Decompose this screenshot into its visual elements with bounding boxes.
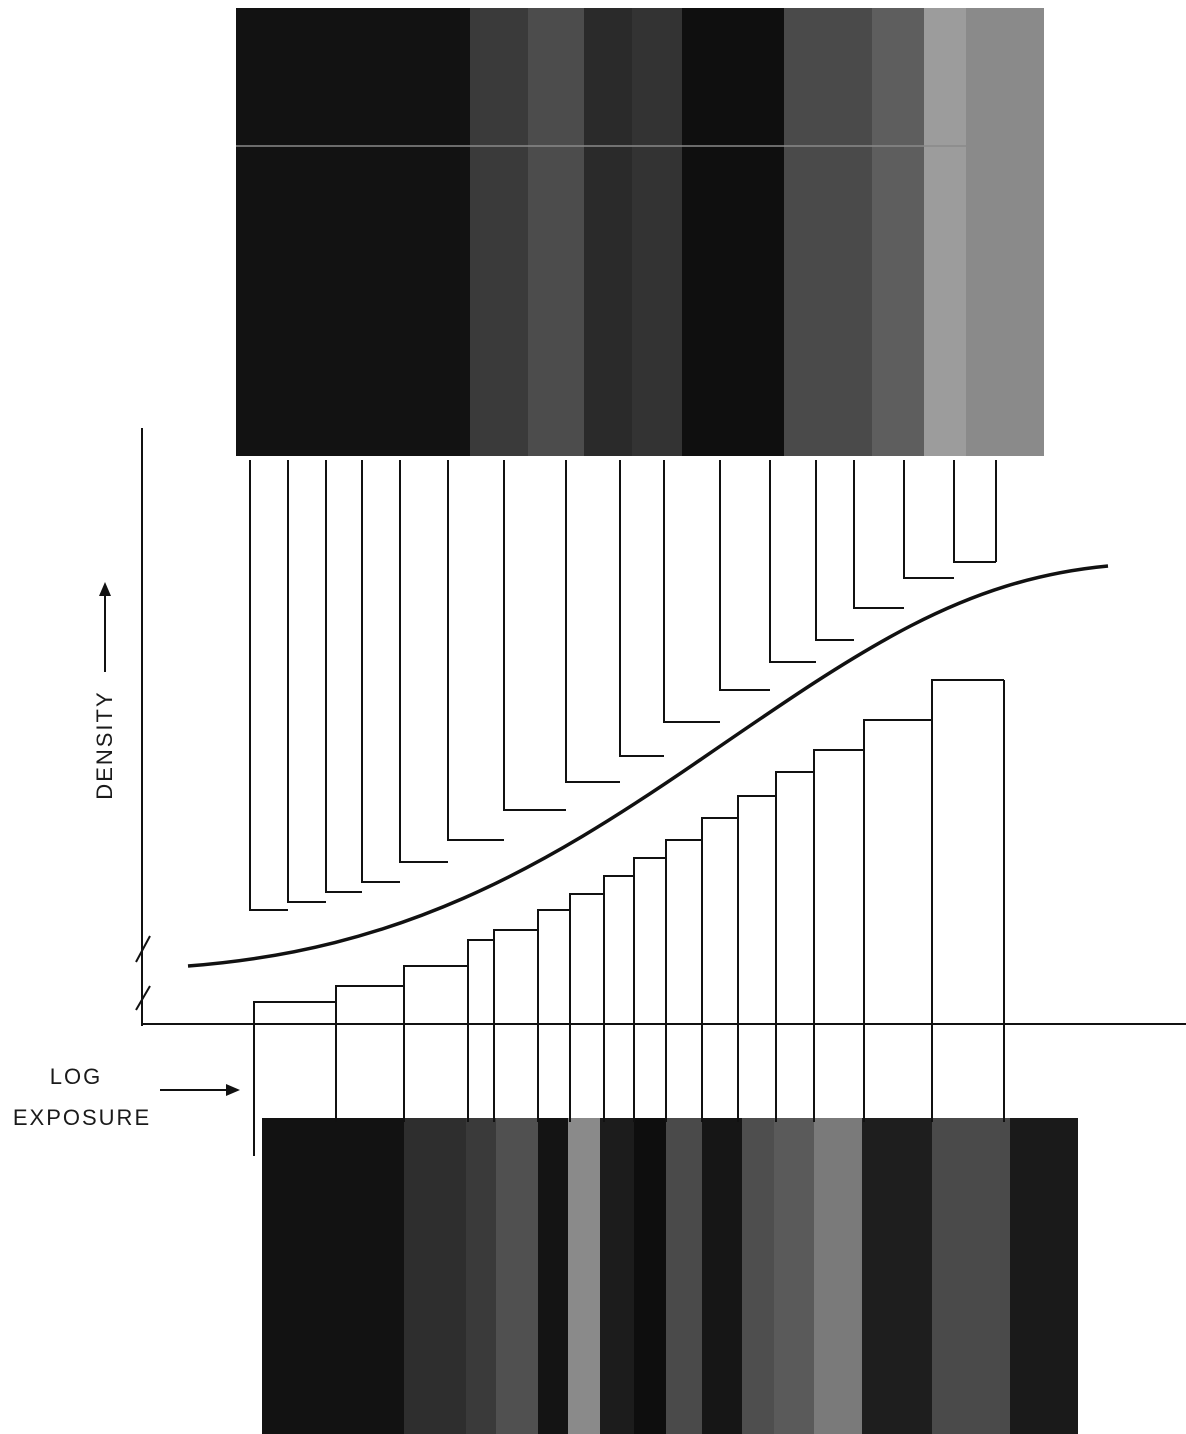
lower-step-bar (863, 719, 932, 1122)
top-photo-band (236, 8, 470, 456)
upper-step-bar (565, 460, 620, 783)
axis-break-mark (135, 985, 151, 1011)
bottom-photo-band (496, 1118, 538, 1434)
upper-step-bar (815, 460, 854, 641)
upper-step-bar (663, 460, 720, 723)
lower-step-bar (603, 875, 634, 1122)
top-photo-band (872, 8, 924, 456)
lower-step-bars (253, 679, 1005, 1156)
upper-step-bar (287, 460, 326, 903)
bottom-photo-band (666, 1118, 702, 1434)
bottom-photo-band (702, 1118, 742, 1434)
upper-step-bars (249, 460, 997, 911)
x-axis-arrow-head (226, 1084, 240, 1096)
upper-step-bar (325, 460, 362, 893)
upper-step-bar (719, 460, 770, 691)
top-film-strip-photo (236, 8, 1044, 456)
lower-step-bar (403, 965, 468, 1122)
upper-step-bar (361, 460, 400, 883)
lower-step-bar (633, 857, 666, 1122)
x-axis-label-line2: EXPOSURE (13, 1105, 151, 1130)
bottom-photo-band (862, 1118, 932, 1434)
lower-step-bar (701, 817, 738, 1122)
bottom-photo-band (774, 1118, 814, 1434)
lower-step-bar (813, 749, 864, 1122)
upper-step-bar (903, 460, 954, 579)
x-axis-label-line1: LOG (50, 1064, 102, 1089)
bottom-photo-band (634, 1118, 666, 1434)
upper-step-bar (619, 460, 664, 757)
bottom-photo-band (600, 1118, 634, 1434)
top-photo-band (966, 8, 1044, 456)
bottom-photo-band (1010, 1118, 1078, 1434)
upper-step-bar (769, 460, 816, 663)
bottom-photo-band (814, 1118, 862, 1434)
top-photo-band (470, 8, 528, 456)
upper-step-bar (853, 460, 904, 609)
lower-step-bar (253, 1001, 336, 1122)
top-photo-band (682, 8, 784, 456)
upper-step-bar (249, 460, 288, 911)
bottom-photo-band (932, 1118, 1010, 1434)
upper-step-bar (399, 460, 448, 863)
top-photo-band (924, 8, 966, 456)
bottom-photo-band (568, 1118, 600, 1434)
top-photo-band (632, 8, 682, 456)
lower-step-bar (775, 771, 814, 1122)
bottom-photo-band (262, 1118, 404, 1434)
lower-step-bar (569, 893, 604, 1122)
bottom-photo-band (742, 1118, 774, 1434)
lower-step-bar (467, 939, 494, 1122)
lower-step-bar (665, 839, 702, 1122)
characteristic-curve (187, 564, 1109, 968)
lower-step-bar (493, 929, 538, 1122)
bottom-photo-band (538, 1118, 568, 1434)
y-axis-arrow-head (99, 582, 111, 596)
lower-step-bar (335, 985, 404, 1122)
bottom-film-strip-photo (262, 1118, 1078, 1434)
bottom-photo-band (466, 1118, 496, 1434)
top-photo-band (584, 8, 632, 456)
upper-step-bar (503, 460, 566, 811)
lower-step-bar (737, 795, 776, 1122)
upper-step-bar (953, 460, 996, 563)
lower-step-bar (931, 679, 1004, 1122)
top-photo-band (528, 8, 584, 456)
top-photo-band (784, 8, 872, 456)
bottom-photo-band (404, 1118, 466, 1434)
upper-step-bar (447, 460, 504, 841)
axis-break-mark (135, 935, 151, 963)
lower-step-bar (537, 909, 570, 1122)
y-axis-label: DENSITY (92, 690, 117, 799)
